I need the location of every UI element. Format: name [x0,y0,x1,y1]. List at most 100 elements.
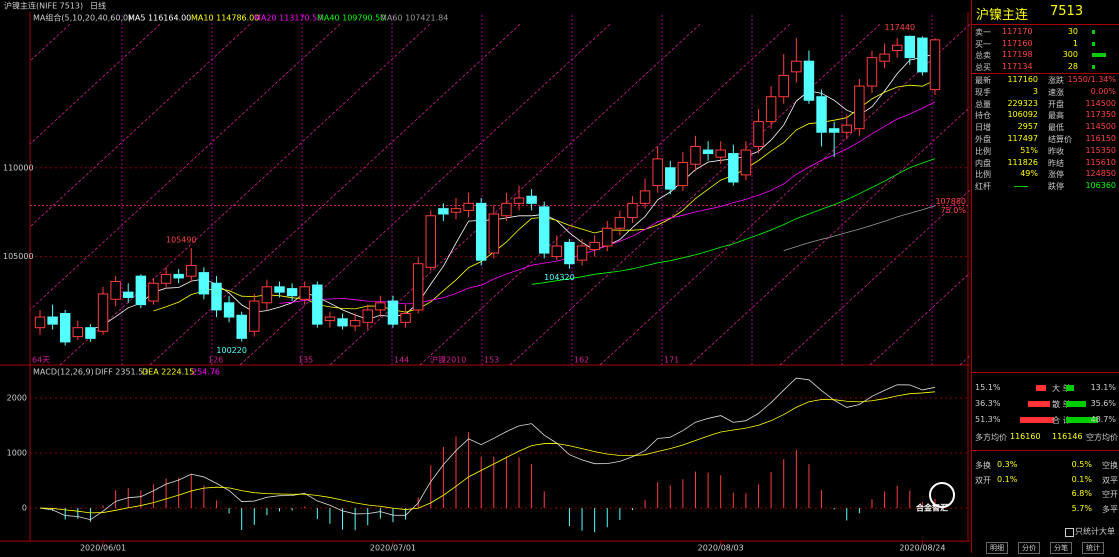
ma-legend: MA20 113170.50 [254,14,322,23]
tab[interactable]: 分价 [1018,542,1040,554]
ma-line [90,53,936,331]
candle-body [173,273,184,279]
trade-value: 0.1% [1071,474,1092,484]
watermark: 合金智汇 [915,503,948,513]
candle-body [791,60,802,73]
book-label: 卖一 [975,28,991,37]
candle-body [59,312,71,343]
flow-label: 散 单 [1052,400,1071,409]
quote-panel: 沪镍主连 7513 卖一 117170 30 买一 117160 1 总卖 117198 300 总买… [971,0,1119,554]
separator [972,73,1119,74]
flow-bar [1020,417,1054,423]
stat-label: 最低 [1048,123,1064,133]
candle-body [286,288,298,297]
candle-body [274,286,285,293]
x-tick-label: 2020/06/01 [80,544,126,553]
checkbox[interactable] [1065,528,1074,537]
stat-label: 跌停 [1048,182,1064,192]
book-label: 总买 [975,62,991,72]
watermark-icon [929,482,955,508]
flow-right: 35.6% [1090,399,1116,408]
trade-value: 6.8% [1071,489,1092,498]
ma-legend: MA60 107421.84 [380,14,448,23]
candle-body [148,282,159,302]
trade-label: 双开 [975,475,991,485]
candle-body [236,314,247,339]
candle-body [854,85,865,130]
stat-value: 229323 [1007,98,1038,108]
dea-line [39,391,936,514]
cycle-count: 162 [574,356,589,365]
book-bar [1092,64,1095,69]
candle-body [501,202,512,217]
stat-value: 49% [1020,169,1038,179]
cycle-count: 126 [208,356,223,365]
candle-body [538,206,550,254]
stat-label: 开盘 [1048,99,1064,109]
candle-body [513,197,525,204]
cycle-count: 153 [484,356,499,365]
stat-value: 116150 [1085,134,1116,143]
book-volume: 300 [1062,50,1078,59]
tab[interactable]: 统计 [1082,542,1104,554]
tab[interactable]: 分笔 [1050,542,1072,554]
candle-body [475,202,487,261]
trade-label: 多平 [1102,504,1118,514]
candle-body [526,195,537,204]
candle-body [891,44,903,52]
candle-body [34,316,46,329]
gann-line [30,24,341,311]
candle-body [186,265,197,277]
gann-line [239,24,611,365]
book-price: 117198 [1002,50,1033,59]
stat-value: 115610 [1085,157,1116,167]
quote-code: 7513 [1050,4,1084,19]
stat-label: 最高 [1048,111,1064,121]
candle-body [97,293,109,332]
candle-body [841,124,852,133]
candle-body [349,320,361,327]
candle-body [412,263,424,311]
toolbar-period: 日线 [90,1,106,11]
stat-label: 总量 [975,99,991,109]
candle-body [828,128,840,133]
candle-body [488,213,500,254]
stat-value: 2957 [1017,122,1038,132]
stat-value: 106092 [1007,110,1038,120]
flow-bar [1066,385,1074,391]
candle-body [110,280,121,300]
stat-label: 比例 [975,170,991,180]
candle-body [211,282,222,311]
candle-body [47,316,58,325]
avg-label: 空方均价 [1086,433,1118,442]
candle-body [803,60,815,101]
stat-label: 涨跌 [1048,76,1064,85]
gann-lines [30,24,970,365]
stat-value: 117160 [1007,75,1038,84]
x-tick-label: 2020/08/24 [899,544,945,553]
checkbox-label[interactable]: 只统计大单 [1075,527,1115,536]
macd-dea: DEA 2224.15 [142,368,194,377]
tab[interactable]: 明细 [986,542,1008,554]
candle-body [929,39,941,91]
gann-line [779,189,970,365]
diff-line [39,377,936,521]
trade-label: 空换 [1102,461,1118,470]
stat-label: 日增 [975,123,991,133]
quote-title: 沪镍主连 [976,8,1029,23]
book-bar [1092,41,1095,46]
flow-bar [1036,385,1046,391]
book-label: 买一 [975,39,991,49]
stat-value: 3 [1032,86,1038,96]
macd-diff: DIFF 2351.53 [95,368,148,377]
stat-value: 1550/1.34% [1067,75,1116,84]
candle-body [450,208,462,213]
candle-body [160,273,172,284]
avg-value: 116160 [1010,432,1041,441]
stat-label: 速涨 [1048,87,1064,97]
macd-title: MACD(12,26,9) [33,368,94,377]
flow-left: 51.3% [975,415,1001,424]
stat-dash [1014,186,1028,188]
stat-label: 昨结 [1048,158,1064,168]
y-tick-label: 105000 [3,252,34,261]
